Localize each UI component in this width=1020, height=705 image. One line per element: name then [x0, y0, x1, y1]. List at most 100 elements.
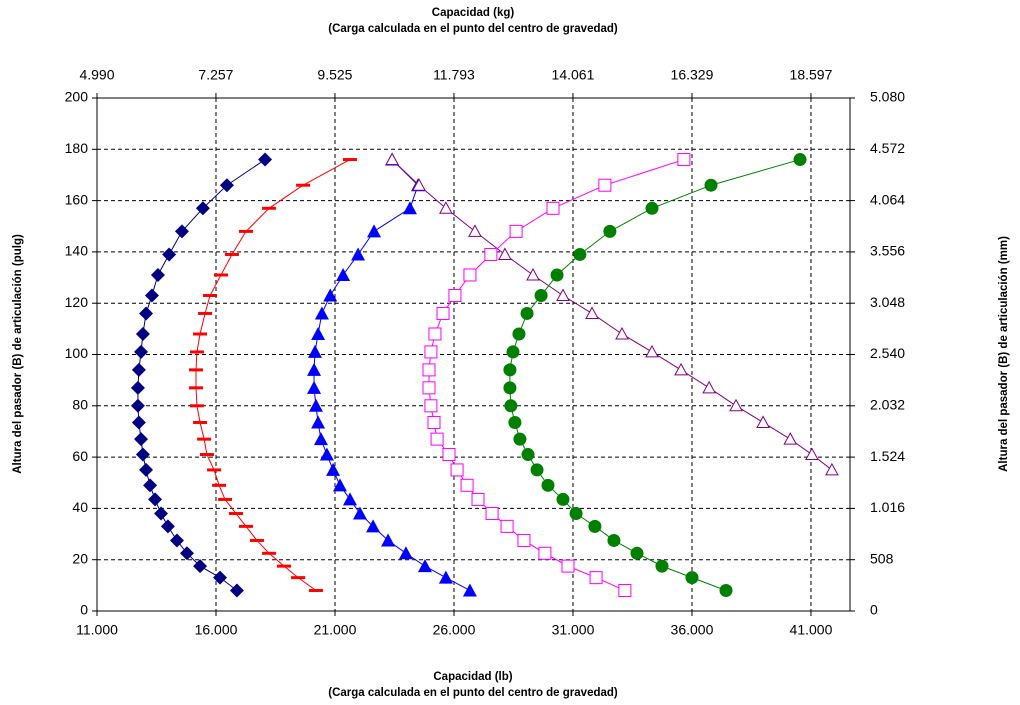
marker	[229, 583, 244, 598]
y2-tick-label: 1.524	[870, 448, 905, 464]
marker	[498, 247, 512, 260]
y-tick-label: 100	[65, 345, 89, 361]
marker	[307, 344, 322, 358]
marker	[503, 381, 517, 395]
marker	[307, 362, 322, 376]
marker	[442, 448, 456, 462]
y2-tick-label: 0	[870, 602, 878, 618]
marker	[428, 327, 442, 341]
x-tick-label: 31.000	[552, 622, 595, 638]
marker	[238, 229, 253, 233]
marker	[719, 583, 733, 597]
x2-tick-label: 16.329	[671, 67, 714, 83]
marker	[262, 206, 277, 210]
marker	[462, 583, 477, 597]
marker	[342, 492, 357, 506]
marker	[313, 432, 328, 446]
marker	[351, 247, 366, 261]
marker	[352, 506, 367, 520]
marker	[438, 570, 453, 584]
marker	[793, 153, 807, 167]
marker	[150, 267, 165, 282]
marker	[135, 326, 150, 341]
marker	[500, 519, 514, 533]
y2-tick-label: 2.540	[870, 345, 905, 361]
marker	[367, 224, 382, 238]
plot-border	[96, 97, 851, 612]
y2-tick-label: 4.064	[870, 191, 905, 207]
marker	[674, 362, 688, 376]
marker	[825, 462, 839, 476]
marker	[618, 583, 632, 597]
marker	[805, 447, 819, 461]
marker	[677, 153, 691, 167]
marker	[589, 571, 603, 585]
marker	[506, 345, 520, 359]
marker	[311, 415, 326, 429]
y2-tick-label: 508	[870, 550, 894, 566]
marker	[130, 398, 145, 413]
marker	[189, 404, 204, 408]
x2-axis-title: Capacidad (kg)	[432, 7, 515, 19]
marker	[207, 468, 222, 472]
y-axis-title: Altura del pasador (B) de articulación (…	[12, 234, 24, 474]
marker	[504, 399, 518, 413]
marker	[729, 398, 743, 412]
y2-tick-label: 3.048	[870, 294, 905, 310]
marker	[422, 381, 436, 395]
marker	[538, 546, 552, 560]
y-tick-label: 40	[72, 499, 88, 515]
marker	[198, 311, 213, 315]
marker	[189, 350, 204, 354]
marker	[585, 306, 599, 319]
x-tick-label: 21.000	[314, 622, 357, 638]
marker	[385, 152, 399, 166]
marker	[526, 267, 540, 281]
marker	[189, 368, 204, 372]
marker	[512, 327, 526, 341]
marker	[291, 576, 306, 580]
x-tick-label: 16.000	[195, 622, 238, 638]
x-tick-label: 11.000	[76, 622, 118, 638]
series-line	[195, 159, 351, 591]
marker	[702, 380, 716, 394]
marker	[319, 447, 334, 461]
x2-axis-subtitle: (Carga calculada en el punto del centro …	[328, 23, 618, 35]
marker	[212, 483, 227, 487]
y2-tick-label: 4.572	[870, 140, 905, 156]
marker	[219, 178, 234, 193]
y2-tick-label: 5.080	[870, 89, 905, 105]
marker	[139, 462, 154, 477]
marker	[336, 267, 351, 281]
marker	[422, 363, 436, 377]
marker	[195, 201, 210, 216]
marker	[218, 497, 233, 501]
marker	[556, 288, 570, 302]
marker	[463, 268, 477, 282]
marker	[645, 201, 659, 215]
y2-axis-title: Altura del pasador (B) de articulación (…	[998, 236, 1010, 472]
marker	[277, 564, 292, 568]
marker	[174, 224, 189, 239]
marker	[169, 533, 184, 548]
marker	[607, 533, 621, 547]
marker	[134, 432, 149, 447]
x2-tick-label: 9.525	[317, 67, 352, 83]
marker	[468, 224, 482, 237]
marker	[131, 415, 146, 430]
y2-tick-label: 3.556	[870, 243, 905, 259]
marker	[630, 546, 644, 560]
marker	[645, 344, 659, 358]
x-axis-title: Capacidad (lb)	[433, 671, 512, 683]
marker	[417, 559, 432, 573]
marker	[520, 306, 534, 320]
marker	[546, 201, 560, 215]
marker	[258, 152, 273, 167]
y-tick-label: 120	[65, 294, 89, 310]
marker	[430, 432, 444, 446]
marker	[503, 363, 517, 377]
marker	[366, 519, 381, 533]
marker	[436, 306, 450, 320]
marker	[203, 294, 218, 298]
